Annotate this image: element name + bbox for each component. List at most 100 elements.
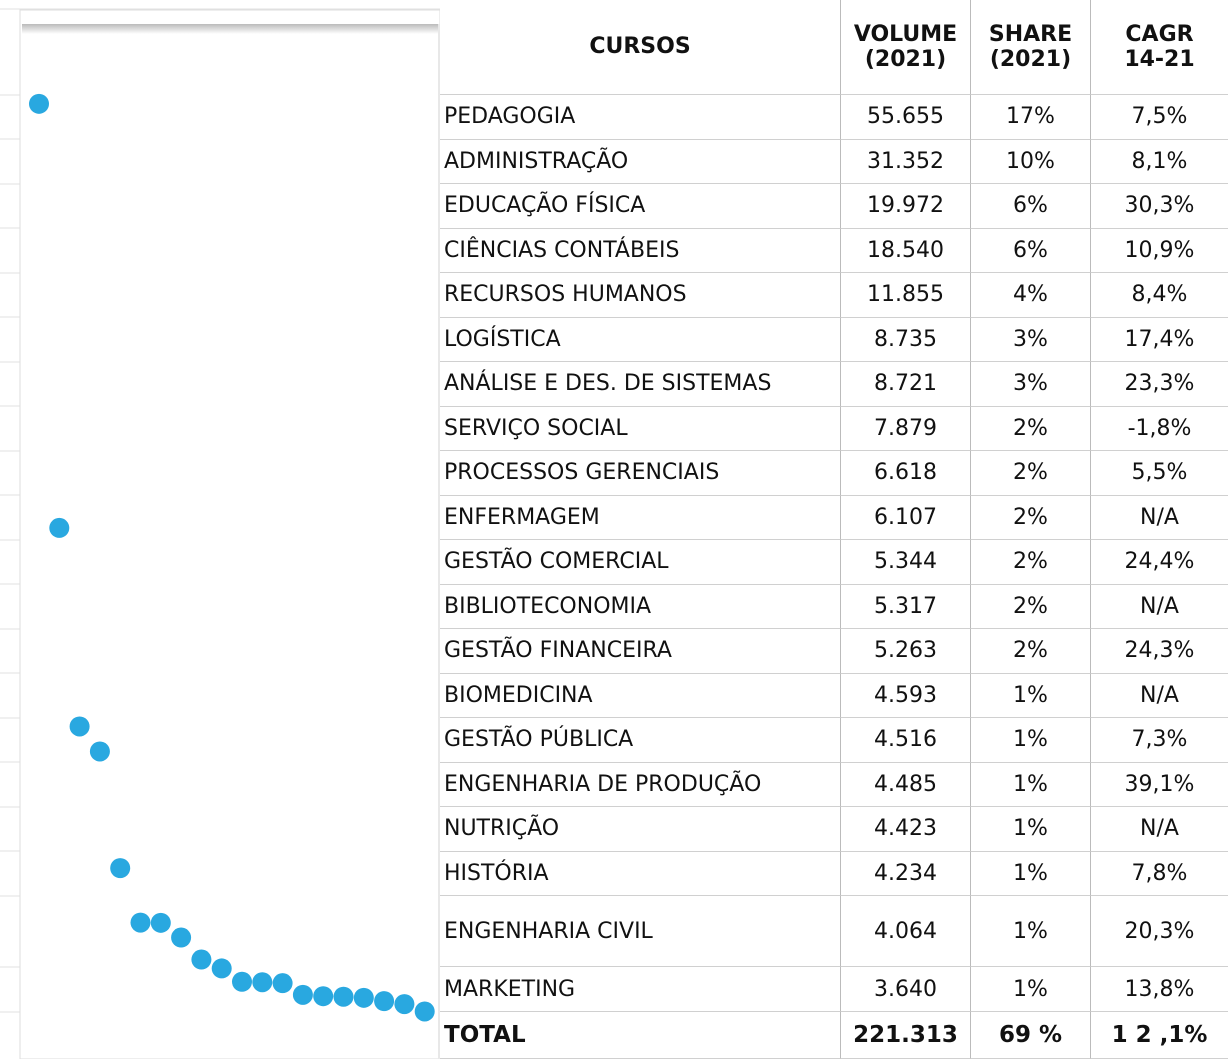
table-cell: 1% [970, 851, 1090, 896]
table-cell: 7.879 [840, 406, 970, 451]
dot [252, 972, 273, 993]
dot [69, 716, 90, 737]
dot [333, 986, 354, 1007]
table-cell: CIÊNCIAS CONTÁBEIS [440, 229, 840, 273]
plot-area [19, 9, 440, 1059]
table-cell: 31.352 [840, 139, 970, 184]
table-cell: 1% [970, 896, 1090, 967]
table-cell: EDUCAÇÃO FÍSICA [440, 184, 840, 229]
table-cell: MARKETING [440, 967, 840, 1012]
table-cell: N/A [1090, 495, 1228, 540]
table-cell: 3.640 [840, 967, 970, 1012]
shadow [438, 24, 440, 1059]
table-cell: 30,3% [1090, 184, 1228, 229]
table-cell: 4.064 [840, 896, 970, 967]
table-cell: 6% [970, 228, 1090, 273]
table-cell: 4.485 [840, 762, 970, 807]
table-cell: N/A [1090, 673, 1228, 718]
table-cell: 6.107 [840, 495, 970, 540]
dot [29, 93, 49, 114]
dot [374, 991, 395, 1012]
table-cell: 3% [970, 362, 1090, 407]
table-cell: 5.317 [840, 584, 970, 629]
sheet-grid [0, 8, 440, 1013]
table-cell: 4.516 [840, 718, 970, 763]
table-cell: 4.593 [840, 673, 970, 718]
table-cell: 1% [970, 807, 1090, 852]
table-cell: 2% [970, 451, 1090, 496]
table-cell: 2% [970, 584, 1090, 629]
table-cell: 24,3% [1090, 629, 1228, 674]
table-cell: 69 % [970, 1012, 1090, 1059]
shadow [22, 24, 440, 34]
table-cell: BIBLIOTECONOMIA [440, 585, 840, 629]
table-cell: GESTÃO COMERCIAL [440, 540, 840, 585]
table-cell: 6% [970, 184, 1090, 229]
table-cell: 55.655 [840, 95, 970, 140]
dot [130, 912, 151, 933]
table-cell: 1% [970, 718, 1090, 763]
table-cell: 6.618 [840, 451, 970, 496]
table-cell: 4% [970, 273, 1090, 318]
table-cell: 1% [970, 673, 1090, 718]
table-cell: SERVIÇO SOCIAL [440, 407, 840, 451]
table-cell: PROCESSOS GERENCIAIS [440, 451, 840, 496]
table-cell: 2% [970, 495, 1090, 540]
table-cell: NUTRIÇÃO [440, 807, 840, 852]
table-cell: 8.721 [840, 362, 970, 407]
table-cell: RECURSOS HUMANOS [440, 273, 840, 318]
table-cell: 1 2 ,1% [1090, 1012, 1228, 1059]
dot [150, 912, 171, 933]
table-cell: 5,5% [1090, 451, 1228, 496]
dot [272, 973, 293, 994]
table-cell: 2% [970, 629, 1090, 674]
table-cell: 10% [970, 139, 1090, 184]
table-cell: 39,1% [1090, 762, 1228, 807]
dot [353, 987, 374, 1008]
table-cell: GESTÃO FINANCEIRA [440, 629, 840, 674]
table-cell: LOGÍSTICA [440, 318, 840, 362]
table-cell: CURSOS [440, 0, 840, 95]
table-cell: 5.344 [840, 540, 970, 585]
table-cell: 7,8% [1090, 851, 1228, 896]
dot [313, 986, 334, 1007]
table-cell: 3% [970, 317, 1090, 362]
table-cell: BIOMEDICINA [440, 674, 840, 718]
table-cell: 20,3% [1090, 896, 1228, 967]
table-cell: 13,8% [1090, 967, 1228, 1012]
dot [292, 984, 313, 1005]
table-cell: 19.972 [840, 184, 970, 229]
dot [110, 858, 131, 879]
table-cell: 23,3% [1090, 362, 1228, 407]
table-cell: 11.855 [840, 273, 970, 318]
dot [171, 927, 192, 948]
table-cell: 8,1% [1090, 139, 1228, 184]
table-cell: 17,4% [1090, 317, 1228, 362]
table-cell: 8,4% [1090, 273, 1228, 318]
dot [394, 994, 415, 1015]
table-cell: ENGENHARIA CIVIL [440, 896, 840, 967]
table-cell: 221.313 [840, 1012, 970, 1059]
table-cell: 24,4% [1090, 540, 1228, 585]
table-cell: 1% [970, 967, 1090, 1012]
table-cell: 4.423 [840, 807, 970, 852]
dot [49, 517, 70, 538]
table-cell: 18.540 [840, 228, 970, 273]
table-cell: GESTÃO PÚBLICA [440, 718, 840, 763]
table-cell: ADMINISTRAÇÃO [440, 140, 840, 184]
table-cell: 2% [970, 406, 1090, 451]
table-cell: SHARE (2021) [970, 0, 1090, 95]
table-cell: VOLUME (2021) [840, 0, 970, 95]
table-cell: N/A [1090, 807, 1228, 852]
table-cell: TOTAL [440, 1012, 840, 1059]
table-cell: N/A [1090, 584, 1228, 629]
dot [232, 971, 252, 992]
dot [414, 1001, 435, 1022]
table-cell: 7,5% [1090, 95, 1228, 140]
table-cell: -1,8% [1090, 406, 1228, 451]
table-cell: 1% [970, 762, 1090, 807]
table-cell: 5.263 [840, 629, 970, 674]
table-cell: 2% [970, 540, 1090, 585]
table-cell: HISTÓRIA [440, 852, 840, 896]
